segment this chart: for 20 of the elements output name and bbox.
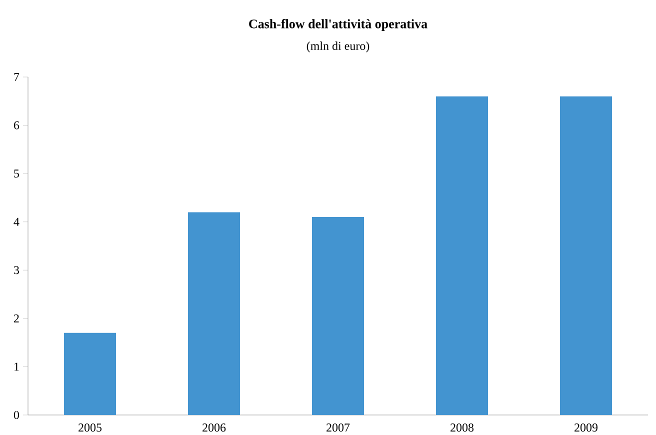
y-tick-label: 7: [14, 73, 20, 81]
x-tick-label: 2005: [78, 424, 102, 432]
y-tick-label: 6: [14, 121, 20, 130]
y-tick-label: 4: [14, 218, 20, 226]
bar: [64, 332, 116, 416]
bar: [188, 212, 240, 416]
chart-subtitle: (mln di euro): [306, 42, 370, 52]
bar: [312, 217, 364, 416]
y-tick-label: 2: [14, 314, 19, 322]
bar: [436, 96, 488, 416]
bar: [560, 96, 612, 416]
x-tick-label: 2009: [574, 424, 598, 432]
x-tick-label: 2006: [202, 424, 226, 432]
x-tick-label: 2007: [326, 424, 350, 432]
x-tick-label: 2008: [450, 424, 474, 432]
chart-title: Cash-flow dell'attività operativa: [249, 19, 428, 31]
y-tick-label: 0: [14, 410, 20, 420]
y-tick-label: 3: [14, 266, 20, 274]
y-tick-label: 5: [14, 170, 20, 178]
y-tick-label: 1: [14, 362, 19, 371]
